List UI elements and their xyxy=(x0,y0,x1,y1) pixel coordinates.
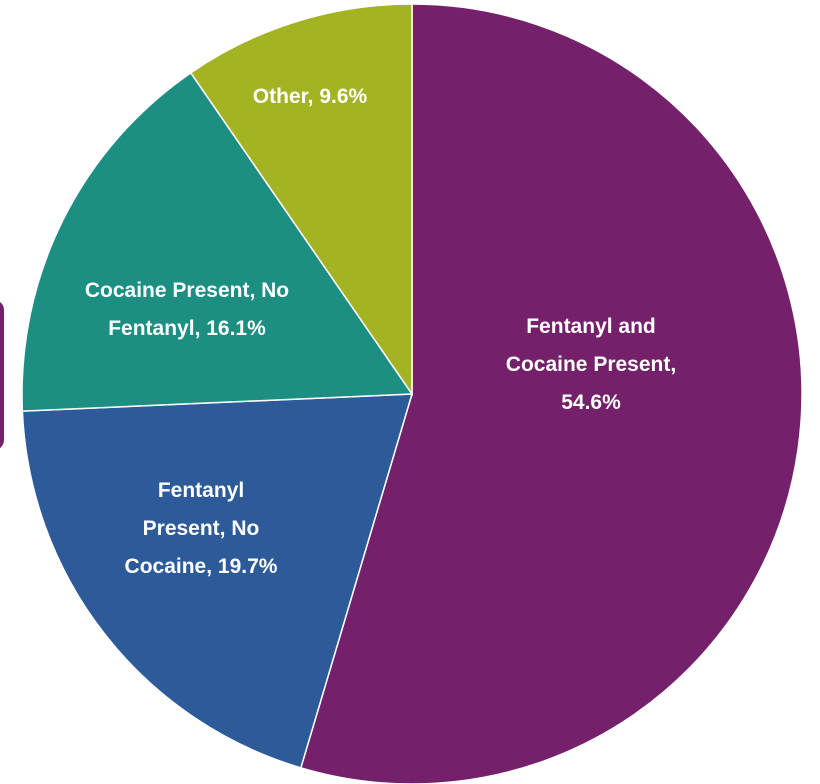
pie-slice-fentanyl-and-cocaine-present xyxy=(299,3,803,784)
slice-label-line: Other, 9.6% xyxy=(253,85,368,108)
slice-label: Cocaine Present, No Fentanyl, 16.1% xyxy=(85,279,289,340)
adjacent-chart-edge xyxy=(0,300,4,450)
pie-slice-cocaine-present-no-fentanyl xyxy=(21,71,414,412)
pie-slice-other xyxy=(189,3,413,397)
pie-slices xyxy=(21,3,803,784)
slice-label: Fentanyl Present, No Cocaine, 19.7% xyxy=(125,479,278,578)
pie-slice-labels: Fentanyl and Cocaine Present, 54.6%Fentany… xyxy=(85,85,676,578)
slice-label-line: Present, No xyxy=(143,517,260,540)
slice-label-line: Cocaine Present, xyxy=(506,353,676,376)
slice-label: Fentanyl and Cocaine Present, 54.6% xyxy=(506,315,676,414)
slice-label: Other, 9.6% xyxy=(253,85,368,108)
slice-label-line: Cocaine Present, No xyxy=(85,279,289,302)
slice-label-line: Fentanyl, 16.1% xyxy=(108,317,266,340)
slice-label-line: 54.6% xyxy=(561,391,621,414)
slice-label-line: Cocaine, 19.7% xyxy=(125,555,278,578)
slice-label-line: Fentanyl and xyxy=(526,315,656,338)
slice-label-line: Fentanyl xyxy=(158,479,244,502)
pie-slice-fentanyl-present-no-cocaine xyxy=(21,393,414,769)
